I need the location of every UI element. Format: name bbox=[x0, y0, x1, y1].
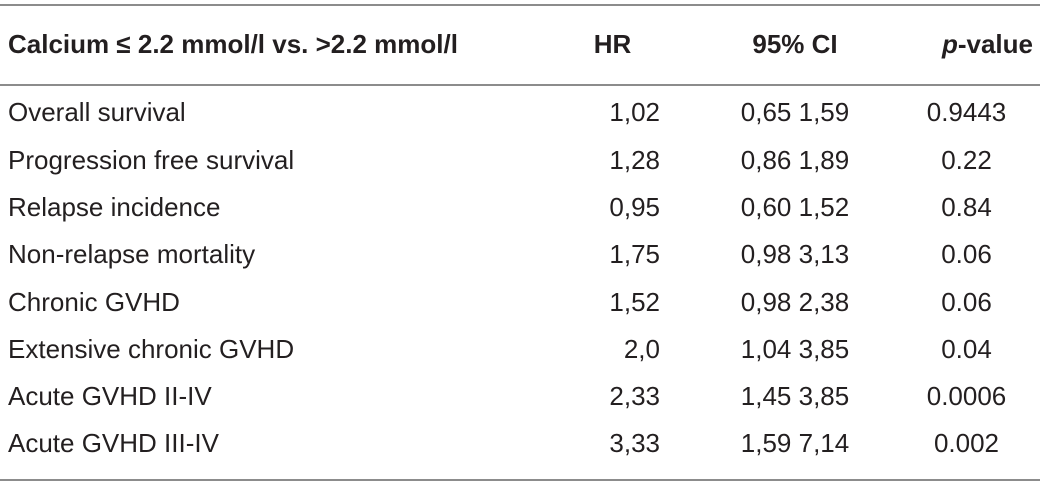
row-p-value: 0.06 bbox=[941, 287, 992, 317]
row-ci: 0,65 1,59 bbox=[740, 97, 850, 127]
row-hr: 1,75 bbox=[609, 239, 660, 269]
table-bottom-rule bbox=[0, 479, 1040, 481]
row-ci: 0,98 3,13 bbox=[740, 239, 850, 269]
table-row: Progression free survival 1,28 0,86 1,89… bbox=[0, 140, 1040, 180]
row-ci: 1,45 3,85 bbox=[740, 381, 850, 411]
row-label: Acute GVHD III-IV bbox=[8, 428, 219, 458]
header-p-rest: -value bbox=[957, 29, 1033, 59]
row-ci: 1,59 7,14 bbox=[740, 428, 850, 458]
row-hr: 1,28 bbox=[609, 145, 660, 175]
header-p-value: p-value bbox=[900, 24, 1033, 64]
row-p-value: 0.0006 bbox=[926, 381, 1007, 411]
row-label: Progression free survival bbox=[8, 145, 295, 175]
row-p-value: 0.9443 bbox=[926, 97, 1007, 127]
row-label: Chronic GVHD bbox=[8, 287, 180, 317]
table-row: Overall survival 1,02 0,65 1,59 0.9443 bbox=[0, 92, 1040, 132]
table-header-rule bbox=[0, 84, 1040, 86]
row-hr: 3,33 bbox=[609, 428, 660, 458]
table-top-rule bbox=[0, 4, 1040, 6]
table-row: Non-relapse mortality 1,75 0,98 3,13 0.0… bbox=[0, 234, 1040, 274]
table-row: Extensive chronic GVHD 2,0 1,04 3,85 0.0… bbox=[0, 329, 1040, 369]
row-p-value: 0.84 bbox=[941, 192, 992, 222]
row-label: Overall survival bbox=[8, 97, 186, 127]
row-ci: 0,60 1,52 bbox=[740, 192, 850, 222]
row-hr: 1,52 bbox=[609, 287, 660, 317]
header-p-italic: p bbox=[941, 29, 958, 59]
row-ci: 0,98 2,38 bbox=[740, 287, 850, 317]
row-p-value: 0.002 bbox=[933, 428, 1000, 458]
row-ci: 1,04 3,85 bbox=[740, 334, 850, 364]
table-row: Relapse incidence 0,95 0,60 1,52 0.84 bbox=[0, 187, 1040, 227]
header-label: Calcium ≤ 2.2 mmol/l vs. >2.2 mmol/l bbox=[8, 29, 458, 59]
table-row: Chronic GVHD 1,52 0,98 2,38 0.06 bbox=[0, 282, 1040, 322]
table-row: Acute GVHD III-IV 3,33 1,59 7,14 0.002 bbox=[0, 423, 1040, 463]
row-hr: 2,33 bbox=[609, 381, 660, 411]
row-label: Relapse incidence bbox=[8, 192, 221, 222]
row-ci: 0,86 1,89 bbox=[740, 145, 850, 175]
row-hr: 2,0 bbox=[623, 334, 660, 364]
header-ci: 95% CI bbox=[752, 29, 838, 59]
row-label: Extensive chronic GVHD bbox=[8, 334, 295, 364]
row-p-value: 0.06 bbox=[941, 239, 992, 269]
row-hr: 1,02 bbox=[609, 97, 660, 127]
row-label: Acute GVHD II-IV bbox=[8, 381, 212, 411]
row-p-value: 0.22 bbox=[941, 145, 992, 175]
table-row: Acute GVHD II-IV 2,33 1,45 3,85 0.0006 bbox=[0, 376, 1040, 416]
header-hr: HR bbox=[593, 29, 632, 59]
row-hr: 0,95 bbox=[609, 192, 660, 222]
row-label: Non-relapse mortality bbox=[8, 239, 256, 269]
table-header-row: Calcium ≤ 2.2 mmol/l vs. >2.2 mmol/l HR … bbox=[0, 24, 1040, 64]
row-p-value: 0.04 bbox=[941, 334, 992, 364]
